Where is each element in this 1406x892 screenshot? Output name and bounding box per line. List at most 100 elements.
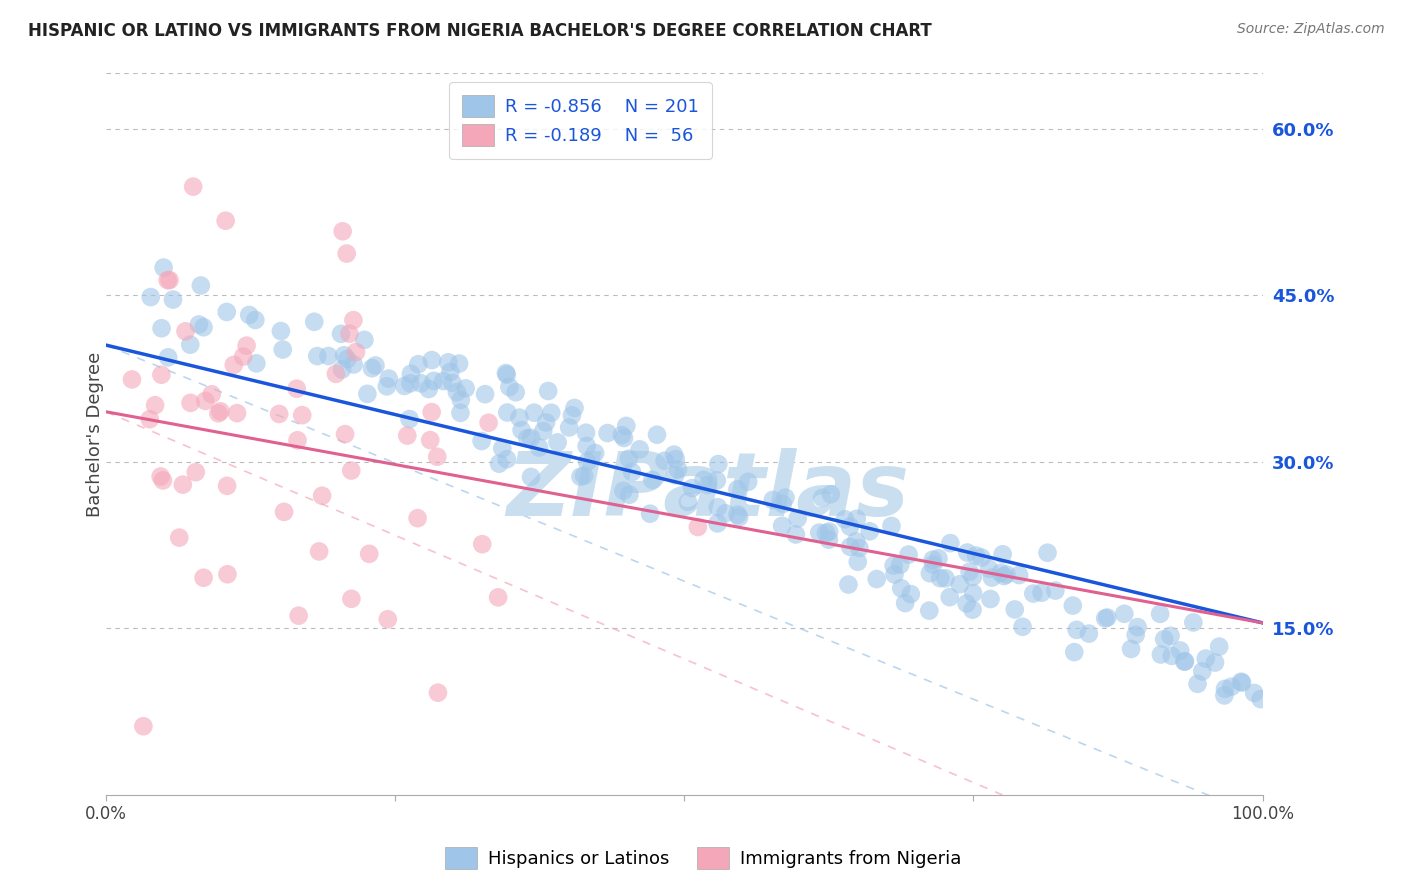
- Point: [291, 408, 314, 422]
- Point: [287, 608, 309, 623]
- Point: [375, 379, 398, 393]
- Point: [523, 406, 546, 420]
- Point: [981, 570, 1004, 584]
- Point: [955, 597, 977, 611]
- Point: [927, 551, 949, 566]
- Point: [343, 358, 366, 372]
- Point: [837, 577, 859, 591]
- Point: [1114, 607, 1136, 621]
- Point: [510, 423, 533, 437]
- Point: [1230, 674, 1253, 689]
- Point: [1250, 692, 1272, 706]
- Point: [399, 376, 422, 391]
- Point: [308, 544, 330, 558]
- Point: [143, 398, 166, 412]
- Point: [187, 318, 209, 332]
- Point: [1094, 611, 1116, 625]
- Point: [449, 406, 471, 420]
- Point: [193, 571, 215, 585]
- Point: [336, 246, 359, 260]
- Point: [344, 345, 367, 359]
- Point: [818, 533, 841, 547]
- Point: [1160, 629, 1182, 643]
- Point: [194, 393, 217, 408]
- Point: [537, 384, 560, 398]
- Point: [979, 592, 1001, 607]
- Point: [318, 349, 340, 363]
- Point: [645, 427, 668, 442]
- Point: [149, 469, 172, 483]
- Point: [420, 353, 443, 368]
- Point: [918, 566, 941, 581]
- Point: [638, 507, 661, 521]
- Point: [534, 416, 557, 430]
- Point: [437, 355, 460, 369]
- Point: [1230, 675, 1253, 690]
- Point: [193, 320, 215, 334]
- Point: [1077, 626, 1099, 640]
- Point: [245, 356, 267, 370]
- Point: [340, 591, 363, 606]
- Point: [818, 524, 841, 539]
- Point: [207, 406, 229, 420]
- Point: [706, 474, 728, 488]
- Point: [184, 465, 207, 479]
- Point: [516, 431, 538, 445]
- Point: [238, 308, 260, 322]
- Point: [894, 596, 917, 610]
- Point: [845, 512, 868, 526]
- Point: [929, 571, 952, 585]
- Point: [665, 452, 688, 467]
- Point: [786, 511, 808, 525]
- Point: [696, 478, 718, 492]
- Point: [498, 380, 520, 394]
- Point: [995, 567, 1018, 582]
- Point: [1066, 623, 1088, 637]
- Point: [547, 435, 569, 450]
- Point: [990, 566, 1012, 580]
- Point: [471, 434, 494, 448]
- Point: [962, 570, 984, 584]
- Point: [520, 431, 543, 445]
- Point: [1160, 648, 1182, 663]
- Point: [174, 324, 197, 338]
- Point: [287, 434, 309, 448]
- Point: [922, 558, 945, 572]
- Point: [772, 497, 794, 511]
- Point: [889, 558, 911, 572]
- Point: [949, 577, 972, 591]
- Point: [339, 326, 361, 341]
- Point: [628, 442, 651, 457]
- Point: [707, 457, 730, 471]
- Point: [409, 376, 432, 391]
- Point: [162, 293, 184, 307]
- Point: [496, 405, 519, 419]
- Point: [167, 531, 190, 545]
- Point: [641, 473, 664, 487]
- Point: [965, 549, 987, 563]
- Point: [156, 273, 179, 287]
- Point: [394, 379, 416, 393]
- Point: [426, 450, 449, 464]
- Point: [446, 385, 468, 400]
- Point: [808, 525, 831, 540]
- Point: [664, 468, 686, 483]
- Point: [377, 371, 399, 385]
- Point: [770, 518, 793, 533]
- Point: [356, 387, 378, 401]
- Point: [572, 468, 595, 483]
- Point: [621, 465, 644, 479]
- Point: [785, 527, 807, 541]
- Point: [956, 545, 979, 559]
- Point: [1126, 620, 1149, 634]
- Point: [441, 376, 464, 390]
- Point: [190, 278, 212, 293]
- Point: [662, 448, 685, 462]
- Point: [883, 567, 905, 582]
- Text: HISPANIC OR LATINO VS IMMIGRANTS FROM NIGERIA BACHELOR'S DEGREE CORRELATION CHAR: HISPANIC OR LATINO VS IMMIGRANTS FROM NI…: [28, 22, 932, 40]
- Point: [938, 590, 960, 604]
- Text: ZIPatlas: ZIPatlas: [506, 449, 910, 535]
- Point: [495, 366, 517, 380]
- Point: [285, 382, 308, 396]
- Point: [880, 519, 903, 533]
